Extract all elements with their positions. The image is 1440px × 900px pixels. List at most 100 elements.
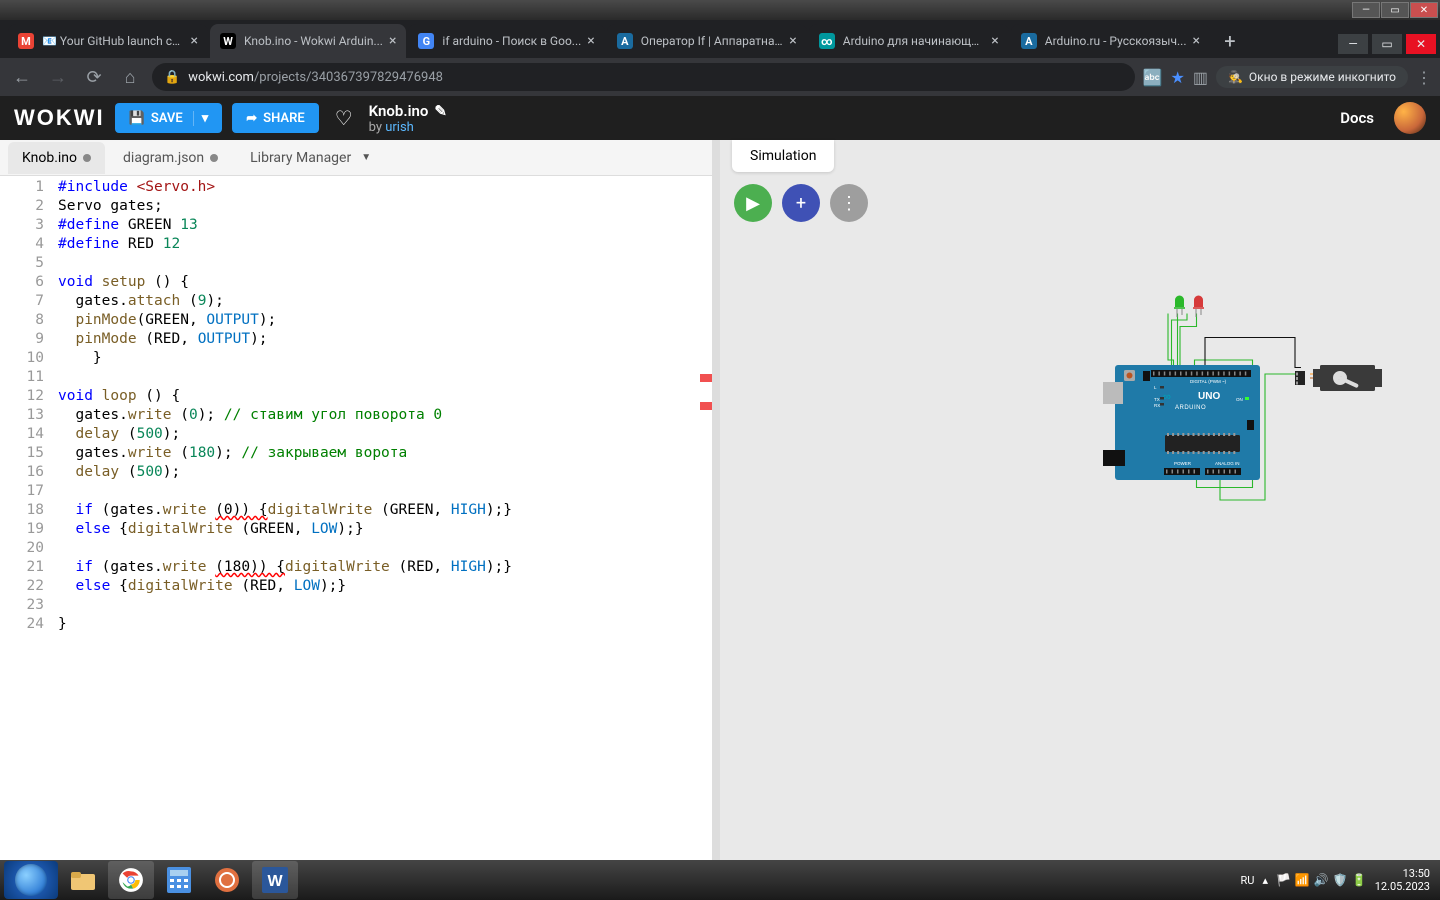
tray-shield-icon[interactable]: 🛡️ <box>1333 873 1348 887</box>
tray-expand-icon[interactable]: ▴ <box>1262 874 1268 887</box>
chrome-menu-button[interactable]: ⋮ <box>1416 68 1432 87</box>
share-button[interactable]: ➦ SHARE <box>232 103 318 133</box>
servo-component[interactable] <box>1295 365 1382 391</box>
author-link[interactable]: urish <box>385 120 414 135</box>
tray-network-icon[interactable]: 📶 <box>1295 873 1310 887</box>
browser-toolbar: ← → ⟳ ⌂ 🔒 wokwi.com/projects/34036739782… <box>0 58 1440 96</box>
editor-tab-label: Knob.ino <box>22 150 77 166</box>
tab-close-icon[interactable]: × <box>587 33 594 49</box>
tray-volume-icon[interactable]: 🔊 <box>1314 873 1329 887</box>
tab-close-icon[interactable]: × <box>1192 33 1199 49</box>
address-bar[interactable]: 🔒 wokwi.com/projects/340367397829476948 <box>152 63 1135 91</box>
wire[interactable] <box>1168 314 1174 372</box>
arduino-uno-label: UNO <box>1198 391 1220 402</box>
chevron-down-icon: ▼ <box>361 152 371 163</box>
browser-tab[interactable]: AArduino.ru - Русскоязыч...× <box>1011 24 1210 58</box>
taskbar-word-icon[interactable]: W <box>252 861 298 899</box>
led-component[interactable] <box>1193 296 1204 318</box>
taskbar-explorer-icon[interactable] <box>60 861 106 899</box>
workspace: Knob.ino diagram.json Library Manager ▼ 123… <box>0 140 1440 860</box>
arduino-infinity-icon: ∞ <box>1163 391 1171 403</box>
browser-tab[interactable]: W Knob.ino - Wokwi Arduin... × <box>210 24 406 58</box>
taskbar-app-icon[interactable] <box>204 861 250 899</box>
editor-tab[interactable]: Library Manager ▼ <box>236 142 385 174</box>
tray-clock[interactable]: 13:50 12.05.2023 <box>1375 867 1430 893</box>
arduino-on-label: ON <box>1236 397 1243 402</box>
browser-tab[interactable]: ∞ Arduino для начинающи... × <box>809 24 1009 58</box>
save-button[interactable]: 💾 SAVE ▾ <box>115 103 223 133</box>
incognito-label: Окно в режиме инкогнито <box>1249 70 1396 84</box>
new-tab-button[interactable]: + <box>1216 27 1244 55</box>
arduino-rx-label: RX <box>1154 403 1160 408</box>
save-icon: 💾 <box>129 111 145 126</box>
reload-button[interactable]: ⟳ <box>80 63 108 91</box>
tab-favicon: M <box>18 33 34 49</box>
tab-title: 📧 Your GitHub launch co... <box>42 34 185 48</box>
window-minimize-button[interactable]: — <box>1352 2 1380 18</box>
save-dropdown-icon[interactable]: ▾ <box>193 111 209 126</box>
edit-name-icon[interactable]: ✎ <box>434 102 447 120</box>
tab-close-icon[interactable]: × <box>991 33 998 49</box>
code-editor[interactable]: 123456789101112131415161718192021222324 … <box>0 176 712 860</box>
tab-title: Arduino для начинающи... <box>843 34 986 48</box>
start-button[interactable] <box>4 861 58 899</box>
tab-title: Knob.ino - Wokwi Arduin... <box>244 34 383 48</box>
simulation-pane: Simulation ▶ + ⋮ DIGITAL (PWM ~)ANALOG I… <box>720 140 1440 860</box>
taskbar-chrome-icon[interactable] <box>108 861 154 899</box>
arduino-uno[interactable]: DIGITAL (PWM ~)ANALOG INPOWERUNOARDUINO∞… <box>1103 365 1260 480</box>
tray-battery-icon[interactable]: 🔋 <box>1352 873 1367 887</box>
extensions-icon[interactable]: ▥ <box>1193 68 1208 87</box>
chrome-minimize-button[interactable]: — <box>1338 34 1368 54</box>
tab-favicon: ∞ <box>819 33 835 49</box>
windows-titlebar: — ▭ ✕ <box>0 0 1440 20</box>
chrome-maximize-button[interactable]: ▭ <box>1372 34 1402 54</box>
modified-dot-icon <box>210 154 218 162</box>
project-info: Knob.ino ✎ by urish <box>369 102 447 135</box>
lock-icon: 🔒 <box>164 70 180 85</box>
window-close-button[interactable]: ✕ <box>1410 2 1438 18</box>
browser-tab[interactable]: M 📧 Your GitHub launch co... × <box>8 24 208 58</box>
tab-close-icon[interactable]: × <box>389 33 396 49</box>
bookmark-icon[interactable]: ★ <box>1170 68 1184 87</box>
share-label: SHARE <box>263 111 305 126</box>
tab-favicon: A <box>1021 33 1037 49</box>
code-content[interactable]: #include <Servo.h>Servo gates;#define GR… <box>58 176 712 860</box>
editor-tabs: Knob.ino diagram.json Library Manager ▼ <box>0 140 712 176</box>
tray-time: 13:50 <box>1375 867 1430 880</box>
favorite-button[interactable]: ♡ <box>335 106 353 130</box>
window-maximize-button[interactable]: ▭ <box>1381 2 1409 18</box>
minimap[interactable] <box>698 176 712 860</box>
arduino-brand-label: ARDUINO <box>1175 405 1206 411</box>
share-icon: ➦ <box>246 111 257 126</box>
wokwi-logo[interactable]: WOKWI <box>14 105 105 131</box>
forward-button[interactable]: → <box>44 63 72 91</box>
url-host: wokwi.com <box>188 70 254 85</box>
browser-tab-strip: M 📧 Your GitHub launch co... × W Knob.ino - … <box>0 20 1440 58</box>
tab-close-icon[interactable]: × <box>789 33 796 49</box>
avatar[interactable] <box>1394 102 1426 134</box>
svg-text:W: W <box>267 873 283 890</box>
editor-tab-label: Library Manager <box>250 150 351 166</box>
save-label: SAVE <box>151 111 183 126</box>
windows-taskbar: W RU ▴ 🏳️ 📶 🔊 🛡️ 🔋 13:50 12.05.2023 <box>0 860 1440 900</box>
browser-tab[interactable]: AОператор If | Аппаратна...× <box>607 24 807 58</box>
tray-language[interactable]: RU <box>1241 874 1255 887</box>
tab-favicon: G <box>418 33 434 49</box>
browser-tab[interactable]: Gif arduino - Поиск в Goo...× <box>408 24 604 58</box>
arduino-tx-label: TX <box>1154 397 1160 402</box>
tray-flag-icon[interactable]: 🏳️ <box>1276 873 1291 887</box>
led-component[interactable] <box>1174 296 1185 318</box>
editor-tab[interactable]: diagram.json <box>109 142 232 174</box>
circuit-canvas[interactable]: DIGITAL (PWM ~)ANALOG INPOWERUNOARDUINO∞… <box>720 140 1440 590</box>
home-button[interactable]: ⌂ <box>116 63 144 91</box>
chrome-close-button[interactable]: ✕ <box>1406 34 1436 54</box>
taskbar-calculator-icon[interactable] <box>156 861 202 899</box>
incognito-icon: 🕵️ <box>1228 70 1243 84</box>
docs-link[interactable]: Docs <box>1340 109 1374 127</box>
tab-close-icon[interactable]: × <box>191 33 198 49</box>
editor-tab[interactable]: Knob.ino <box>8 142 105 174</box>
tab-favicon: W <box>220 33 236 49</box>
back-button[interactable]: ← <box>8 63 36 91</box>
url-path: /projects/340367397829476948 <box>254 70 443 85</box>
translate-icon[interactable]: 🔤 <box>1143 68 1163 87</box>
